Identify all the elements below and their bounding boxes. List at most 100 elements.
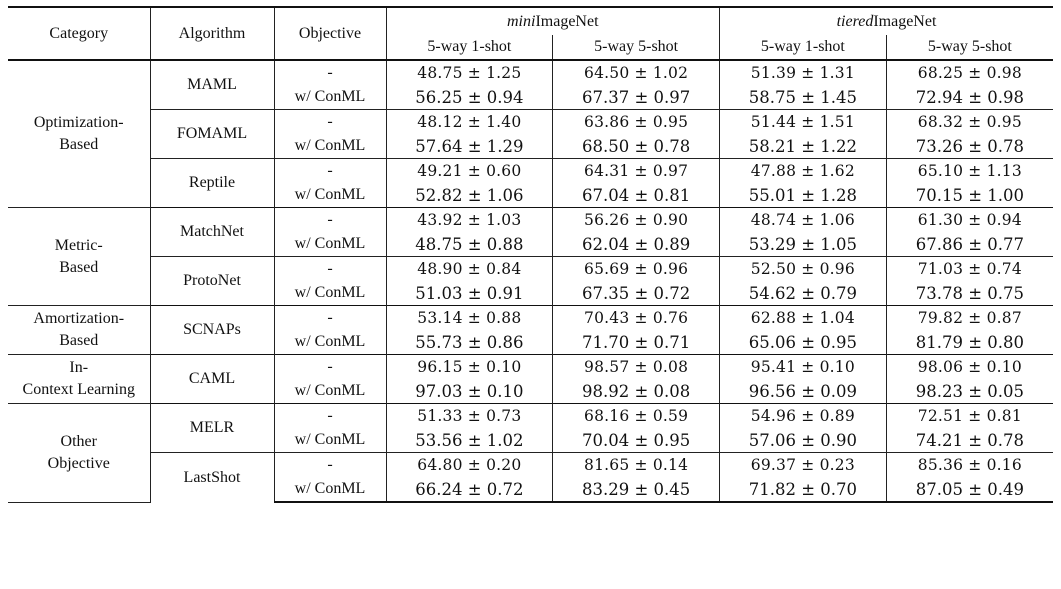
value-cell-base: 71.03 ± 0.74 xyxy=(885,256,1053,281)
algorithm-cell: LastShot xyxy=(149,452,274,502)
mini-prefix: mini xyxy=(506,12,536,30)
algorithm-cell: FOMAML xyxy=(149,109,274,159)
value-cell-conml: 55.01 ± 1.28 xyxy=(719,183,887,208)
value-cell-conml: 96.56 ± 0.09 xyxy=(719,379,887,404)
value-cell-conml: 97.03 ± 0.10 xyxy=(385,379,553,404)
table-row: w/ ConML 55.73 ± 0.86 71.70 ± 0.71 65.06 ± … xyxy=(8,330,1053,355)
table-row: Optimization- Based MAML -48.75 ± 1.25 64.50… xyxy=(8,59,1053,208)
value-cell-conml: 98.23 ± 0.05 xyxy=(885,379,1053,404)
value-cell-conml: 66.24 ± 0.72 xyxy=(385,477,553,503)
col-header-category: Category xyxy=(8,6,150,61)
table-row: w/ ConML 57.64 ± 1.29 68.50 ± 0.78 58.21 ± … xyxy=(8,134,1053,159)
value-cell-conml: 71.82 ± 0.70 xyxy=(719,477,887,503)
col-group-tieredimagenet: tieredImageNet xyxy=(719,6,1053,35)
value-cell-conml: 70.15 ± 1.00 xyxy=(885,183,1053,208)
value-cell-base: 48.12 ± 1.40 xyxy=(385,109,553,134)
value-cell-base: 48.74 ± 1.06 xyxy=(719,207,887,232)
value-cell-conml: 58.75 ± 1.45 xyxy=(719,85,887,110)
value-cell-base: 98.57 ± 0.08 xyxy=(552,354,720,379)
category-cell: Metric- Based xyxy=(8,207,150,306)
value-cell-base: 68.16 ± 0.59 xyxy=(552,403,720,428)
tiered-suffix: ImageNet xyxy=(873,12,937,30)
objective-base: - xyxy=(273,403,386,428)
value-cell-base: 69.37 ± 0.23 xyxy=(719,452,887,477)
value-cell-conml: 67.86 ± 0.77 xyxy=(885,232,1053,257)
value-cell-conml: 81.79 ± 0.80 xyxy=(885,330,1053,355)
objective-conml: w/ ConML xyxy=(273,85,386,110)
col-header-mini-1shot: 5-way 1-shot xyxy=(385,35,553,61)
value-cell-base: 70.43 ± 0.76 xyxy=(552,305,720,330)
table-row: w/ ConML 52.82 ± 1.06 67.04 ± 0.81 55.01 ± … xyxy=(8,183,1053,208)
col-header-tiered-1shot: 5-way 1-shot xyxy=(719,35,887,61)
table-row: w/ ConML 48.75 ± 0.88 62.04 ± 0.89 53.29 ± … xyxy=(8,232,1053,257)
value-cell-base: 96.15 ± 0.10 xyxy=(385,354,553,379)
value-cell-base: 64.80 ± 0.20 xyxy=(385,452,553,477)
objective-base: - xyxy=(273,452,386,477)
value-cell-conml: 53.56 ± 1.02 xyxy=(385,428,553,453)
value-cell-base: 51.33 ± 0.73 xyxy=(385,403,553,428)
results-table: Category Algorithm Objective miniImageNe… xyxy=(8,6,1053,503)
value-cell-base: 61.30 ± 0.94 xyxy=(885,207,1053,232)
category-cell: Other Objective xyxy=(8,403,150,503)
algorithm-cell: SCNAPs xyxy=(149,305,274,355)
value-cell-base: 48.75 ± 1.25 xyxy=(385,59,553,85)
table-row: Amortization- Based SCNAPs -53.14 ± 0.88 70.… xyxy=(8,305,1053,355)
value-cell-base: 65.10 ± 1.13 xyxy=(885,158,1053,183)
value-cell-conml: 51.03 ± 0.91 xyxy=(385,281,553,306)
objective-base: - xyxy=(273,354,386,379)
objective-conml: w/ ConML xyxy=(273,477,386,503)
objective-conml: w/ ConML xyxy=(273,428,386,453)
objective-conml: w/ ConML xyxy=(273,134,386,159)
value-cell-conml: 67.37 ± 0.97 xyxy=(552,85,720,110)
value-cell-base: 81.65 ± 0.14 xyxy=(552,452,720,477)
value-cell-conml: 62.04 ± 0.89 xyxy=(552,232,720,257)
table-body: Optimization- Based MAML -48.75 ± 1.25 64.50… xyxy=(8,59,1053,503)
value-cell-conml: 48.75 ± 0.88 xyxy=(385,232,553,257)
value-cell-base: 48.90 ± 0.84 xyxy=(385,256,553,281)
table-row: w/ ConML 66.24 ± 0.72 83.29 ± 0.45 71.82 ± … xyxy=(8,477,1053,503)
table-header: Category Algorithm Objective miniImageNe… xyxy=(8,6,1053,61)
value-cell-base: 62.88 ± 1.04 xyxy=(719,305,887,330)
col-group-miniimagenet: miniImageNet xyxy=(385,6,720,35)
objective-conml: w/ ConML xyxy=(273,232,386,257)
value-cell-conml: 55.73 ± 0.86 xyxy=(385,330,553,355)
value-cell-conml: 57.06 ± 0.90 xyxy=(719,428,887,453)
algorithm-cell: ProtoNet xyxy=(149,256,274,306)
value-cell-conml: 71.70 ± 0.71 xyxy=(552,330,720,355)
value-cell-base: 64.31 ± 0.97 xyxy=(552,158,720,183)
value-cell-conml: 83.29 ± 0.45 xyxy=(552,477,720,503)
value-cell-base: 63.86 ± 0.95 xyxy=(552,109,720,134)
col-header-mini-5shot: 5-way 5-shot xyxy=(552,35,720,61)
objective-base: - xyxy=(273,109,386,134)
value-cell-base: 54.96 ± 0.89 xyxy=(719,403,887,428)
value-cell-conml: 73.26 ± 0.78 xyxy=(885,134,1053,159)
table-row: w/ ConML 53.56 ± 1.02 70.04 ± 0.95 57.06 ± … xyxy=(8,428,1053,453)
value-cell-base: 65.69 ± 0.96 xyxy=(552,256,720,281)
value-cell-conml: 58.21 ± 1.22 xyxy=(719,134,887,159)
table-row: w/ ConML 97.03 ± 0.10 98.92 ± 0.08 96.56 ± … xyxy=(8,379,1053,404)
value-cell-base: 98.06 ± 0.10 xyxy=(885,354,1053,379)
value-cell-base: 68.32 ± 0.95 xyxy=(885,109,1053,134)
value-cell-conml: 87.05 ± 0.49 xyxy=(885,477,1053,503)
value-cell-base: 72.51 ± 0.81 xyxy=(885,403,1053,428)
objective-conml: w/ ConML xyxy=(273,183,386,208)
value-cell-base: 79.82 ± 0.87 xyxy=(885,305,1053,330)
tiered-prefix: tiered xyxy=(836,12,874,30)
col-header-algorithm: Algorithm xyxy=(149,6,274,61)
category-cell: Amortization- Based xyxy=(8,305,150,355)
value-cell-base: 51.44 ± 1.51 xyxy=(719,109,887,134)
value-cell-conml: 72.94 ± 0.98 xyxy=(885,85,1053,110)
value-cell-conml: 98.92 ± 0.08 xyxy=(552,379,720,404)
value-cell-base: 51.39 ± 1.31 xyxy=(719,59,887,85)
value-cell-conml: 54.62 ± 0.79 xyxy=(719,281,887,306)
category-cell: Optimization- Based xyxy=(8,59,150,208)
value-cell-conml: 53.29 ± 1.05 xyxy=(719,232,887,257)
algorithm-cell: Reptile xyxy=(149,158,274,208)
objective-conml: w/ ConML xyxy=(273,330,386,355)
value-cell-conml: 67.35 ± 0.72 xyxy=(552,281,720,306)
value-cell-conml: 68.50 ± 0.78 xyxy=(552,134,720,159)
value-cell-base: 95.41 ± 0.10 xyxy=(719,354,887,379)
algorithm-cell: CAML xyxy=(149,354,274,404)
table-row: Other Objective MELR -51.33 ± 0.73 68.16 ± 0… xyxy=(8,403,1053,503)
category-cell: In- Context Learning xyxy=(8,354,150,404)
